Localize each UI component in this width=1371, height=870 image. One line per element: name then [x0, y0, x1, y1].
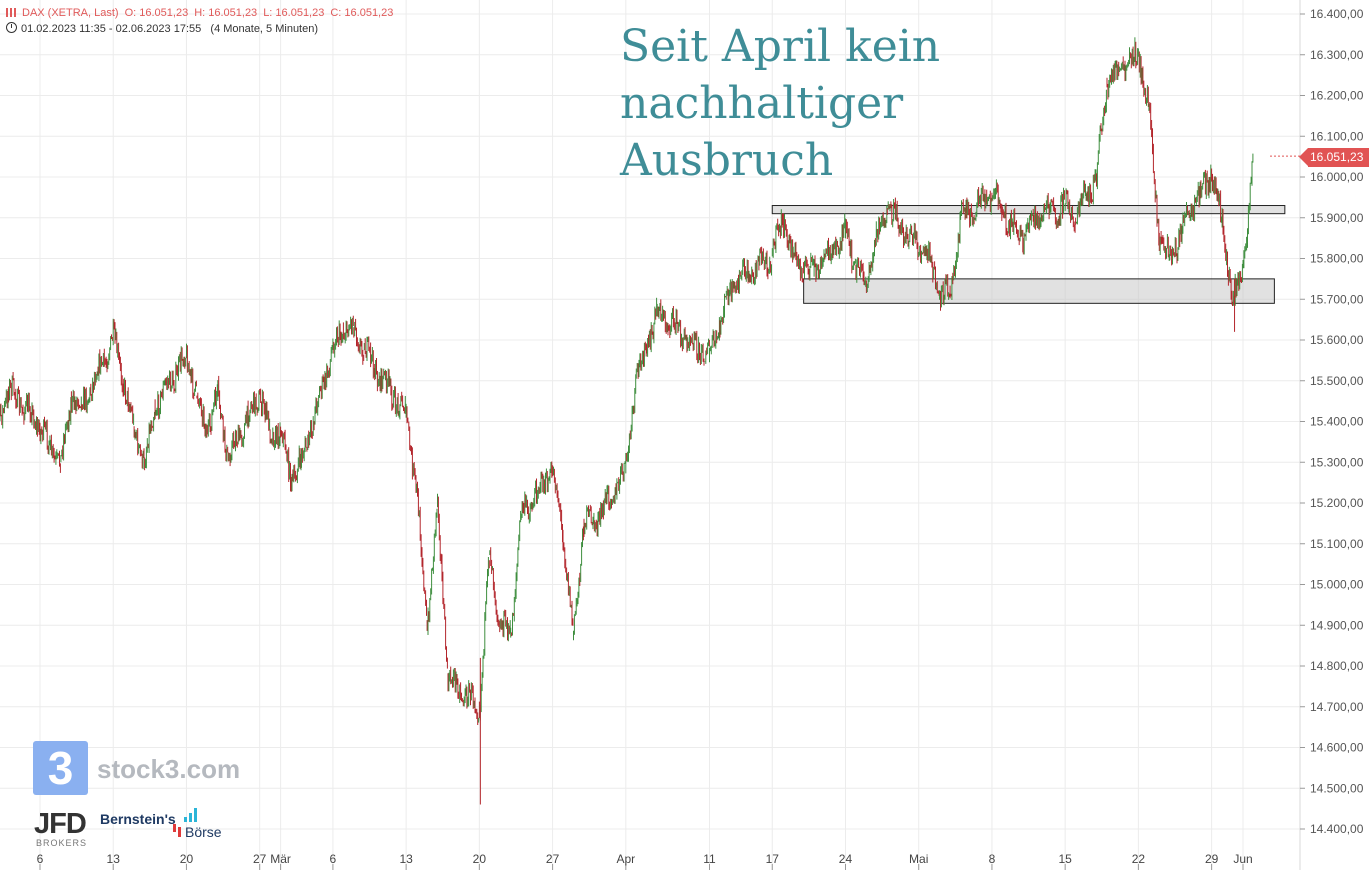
open-value: O: 16.051,23 [124, 7, 189, 19]
x-tick-label: 13 [107, 852, 121, 866]
ohlc-header: DAX (XETRA, Last) O: 16.051,23 H: 16.051,2… [6, 6, 399, 20]
x-tick-label: Mai [909, 852, 928, 866]
x-tick-label: 15 [1058, 852, 1072, 866]
x-tick-label: 27 [546, 852, 560, 866]
y-tick-label: 16.200,00 [1310, 89, 1364, 103]
y-tick-label: 15.900,00 [1310, 211, 1364, 225]
headline-line-1: Seit April kein [620, 21, 941, 72]
bernstein-logo-name: Bernstein's [100, 811, 176, 827]
x-tick-label: 24 [839, 852, 853, 866]
y-tick-label: 15.100,00 [1310, 537, 1364, 551]
y-tick-label: 15.600,00 [1310, 333, 1364, 347]
headline-line-2: nachhaltiger [620, 78, 904, 129]
y-tick-label: 16.000,00 [1310, 170, 1364, 184]
last-price-tag: 16.051,23 [1298, 148, 1370, 167]
y-tick-label: 14.500,00 [1310, 781, 1364, 795]
candlestick-icon [6, 8, 16, 17]
candle-icon [172, 824, 182, 837]
y-tick-label: 14.900,00 [1310, 618, 1364, 632]
resistance_zone [771, 205, 1286, 215]
y-tick-label: 16.100,00 [1310, 129, 1364, 143]
bar-chart-icon [184, 808, 198, 822]
y-tick-label: 14.800,00 [1310, 659, 1364, 673]
stock3-text: stock3.com [97, 754, 241, 784]
y-tick-label: 15.400,00 [1310, 415, 1364, 429]
y-tick-label: 15.700,00 [1310, 292, 1364, 306]
x-tick-label: 22 [1132, 852, 1146, 866]
y-tick-label: 15.000,00 [1310, 578, 1364, 592]
candles [0, 37, 1254, 805]
headline-line-3: Ausbruch [620, 135, 834, 186]
bernstein-logo-boerse: Börse [185, 824, 222, 840]
x-tick-label: 20 [180, 852, 194, 866]
y-tick-label: 14.600,00 [1310, 741, 1364, 755]
y-tick-label: 16.400,00 [1310, 7, 1364, 21]
x-tick-label: 6 [330, 852, 337, 866]
y-tick-label: 15.800,00 [1310, 252, 1364, 266]
stock3-mark: 3 [47, 742, 74, 794]
y-tick-label: 14.700,00 [1310, 700, 1364, 714]
x-tick-label: 20 [473, 852, 487, 866]
x-tick-label: 17 [766, 852, 780, 866]
instrument-name: DAX (XETRA, Last) [22, 7, 119, 19]
close-value: C: 16.051,23 [330, 7, 394, 19]
x-tick-label: Jun [1233, 852, 1252, 866]
stock3-logo: 3 [33, 741, 88, 795]
y-tick-label: 16.300,00 [1310, 48, 1364, 62]
support_zone [803, 278, 1275, 304]
jfd-subtitle: BROKERS [36, 838, 88, 848]
x-tick-label: 11 [703, 852, 716, 866]
low-value: L: 16.051,23 [263, 7, 325, 19]
y-tick-label: 15.200,00 [1310, 496, 1364, 510]
y-tick-label: 14.400,00 [1310, 822, 1364, 836]
x-tick-label: 27 [253, 852, 267, 866]
grid [0, 0, 1300, 870]
x-tick-label: 8 [989, 852, 996, 866]
clock-icon [6, 22, 17, 33]
jfd-logo: JFD [34, 808, 87, 840]
x-tick-label: 6 [37, 852, 44, 866]
headline: Seit April kein nachhaltiger Ausbruch [620, 18, 1040, 189]
x-tick-label: Mär [270, 852, 291, 866]
y-tick-label: 15.300,00 [1310, 455, 1364, 469]
range-header: 01.02.2023 11:35 - 02.06.2023 17:55 (4 M… [6, 22, 318, 36]
x-tick-label: 29 [1205, 852, 1219, 866]
period-info: (4 Monate, 5 Minuten) [210, 23, 319, 35]
y-tick-label: 15.500,00 [1310, 374, 1364, 388]
x-tick-label: Apr [616, 852, 635, 866]
x-tick-label: 13 [399, 852, 413, 866]
date-range: 01.02.2023 11:35 - 02.06.2023 17:55 [21, 23, 202, 35]
high-value: H: 16.051,23 [194, 7, 258, 19]
